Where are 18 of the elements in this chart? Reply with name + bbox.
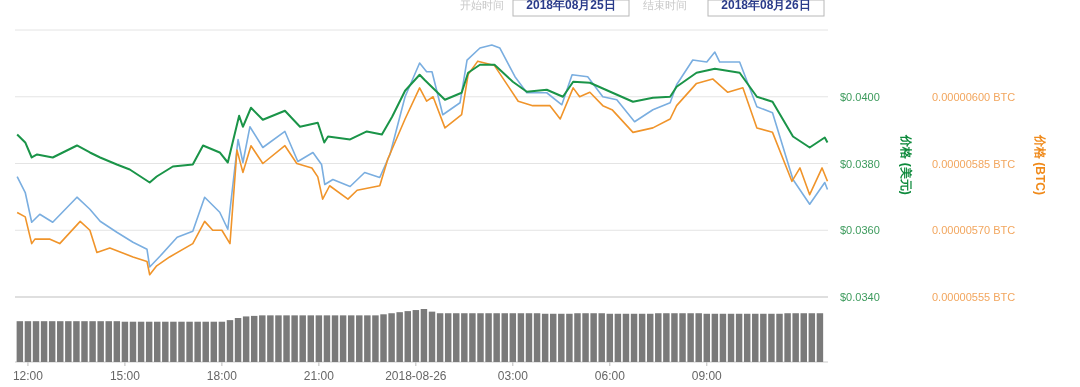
x-tick-label: 18:00 (206, 369, 238, 383)
x-tick-label: 15:00 (109, 369, 141, 383)
y2-tick-label: 0.00000585 BTC (932, 157, 1016, 170)
y-tick-label: $0.0340 (840, 291, 880, 303)
x-tick-label: 12:00 (12, 369, 44, 383)
y2-tick-label: 0.00000570 BTC (932, 224, 1016, 237)
y2-tick-label: 0.00000600 BTC (932, 90, 1016, 103)
y2-axis-title: 价格 (BTC) (1033, 134, 1047, 195)
x-tick-label: 06:00 (594, 369, 626, 383)
x-tick-label: 09:00 (691, 369, 723, 383)
y2-tick-label: 0.00000555 BTC (932, 291, 1016, 303)
x-tick-label: 2018-08-26 (385, 369, 447, 383)
y-tick-label: $0.0400 (840, 90, 880, 103)
y-axis-title: 价格 (美元) (899, 134, 913, 195)
y-tick-label: $0.0360 (840, 224, 880, 237)
x-tick-label: 03:00 (497, 369, 529, 383)
y-tick-label: $0.0380 (840, 157, 880, 170)
x-tick-label: 21:00 (303, 369, 335, 383)
